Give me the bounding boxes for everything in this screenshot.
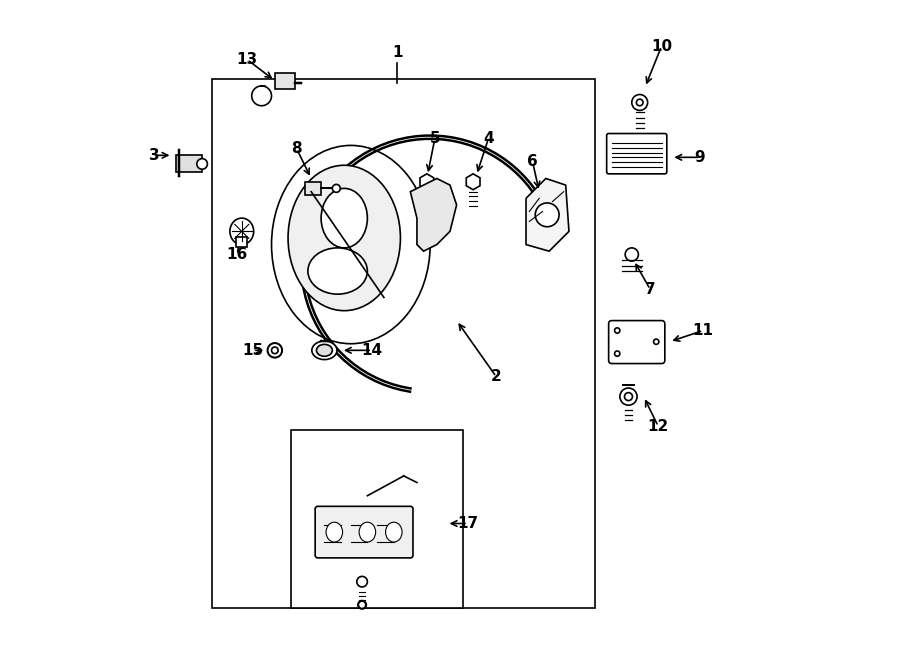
FancyBboxPatch shape (607, 134, 667, 174)
Text: 8: 8 (292, 141, 302, 156)
Ellipse shape (308, 248, 367, 294)
Circle shape (632, 95, 648, 110)
PathPatch shape (410, 178, 456, 251)
Text: 1: 1 (392, 46, 402, 60)
Bar (304, 182, 321, 195)
Circle shape (197, 159, 207, 169)
Bar (176, 155, 202, 172)
Bar (292, 430, 464, 608)
Ellipse shape (317, 344, 332, 356)
FancyBboxPatch shape (315, 506, 413, 558)
Text: 13: 13 (237, 52, 257, 67)
Circle shape (636, 99, 643, 106)
Text: 17: 17 (457, 516, 479, 531)
Text: 5: 5 (429, 132, 440, 146)
FancyBboxPatch shape (608, 321, 665, 364)
Text: 16: 16 (227, 247, 248, 262)
Ellipse shape (312, 341, 337, 360)
Text: 14: 14 (362, 343, 382, 358)
Circle shape (626, 248, 638, 261)
Text: 12: 12 (648, 419, 669, 434)
Circle shape (332, 184, 340, 192)
Ellipse shape (272, 145, 430, 344)
Circle shape (356, 576, 367, 587)
Circle shape (653, 339, 659, 344)
Bar (212, 79, 596, 608)
Text: 4: 4 (483, 132, 494, 146)
Ellipse shape (321, 188, 367, 248)
Bar (237, 237, 248, 247)
Text: 10: 10 (651, 39, 672, 54)
Bar (274, 73, 294, 89)
Text: 7: 7 (645, 282, 655, 297)
Text: 11: 11 (693, 323, 714, 338)
Text: 6: 6 (527, 155, 538, 169)
Circle shape (358, 601, 366, 609)
Ellipse shape (385, 522, 402, 542)
Text: 3: 3 (149, 148, 160, 163)
Circle shape (615, 328, 620, 333)
PathPatch shape (526, 178, 569, 251)
Ellipse shape (326, 522, 343, 542)
Text: 9: 9 (695, 150, 706, 165)
Circle shape (620, 388, 637, 405)
Text: 15: 15 (242, 343, 264, 358)
Ellipse shape (267, 343, 282, 358)
Ellipse shape (359, 522, 375, 542)
Text: 2: 2 (491, 369, 501, 384)
Ellipse shape (230, 218, 254, 245)
Circle shape (615, 351, 620, 356)
Ellipse shape (272, 347, 278, 354)
Circle shape (625, 393, 633, 401)
Ellipse shape (288, 165, 400, 311)
Circle shape (536, 203, 559, 227)
